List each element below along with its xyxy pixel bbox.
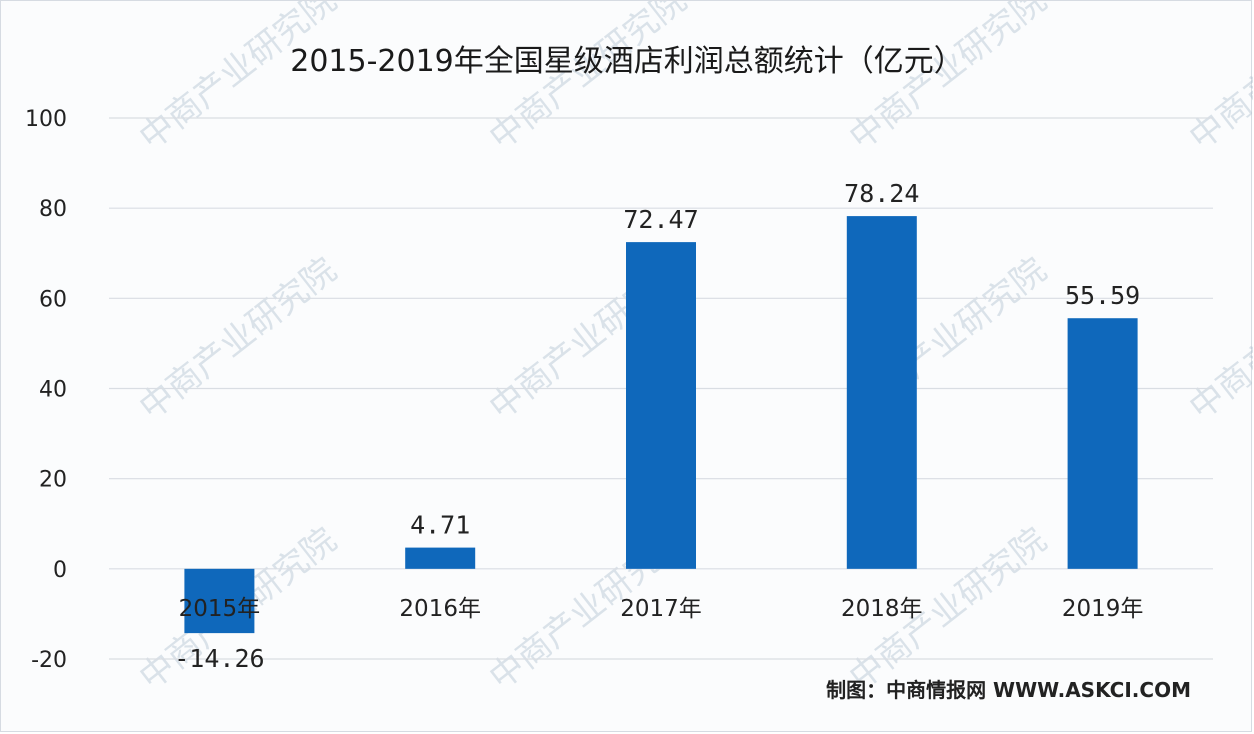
y-tick-label: 60 <box>39 287 67 312</box>
x-category-label: 2017年 <box>620 596 702 622</box>
bar-2016年 <box>405 547 476 569</box>
data-labels: -14.26 4.71 72.47 78.24 55.59 <box>174 179 1140 673</box>
watermark-text: 中商产业研究院 <box>1182 1 1253 158</box>
watermark-text: 中商产业研究院 <box>132 250 344 428</box>
watermark-text: 中商产业研究院 <box>132 1 344 158</box>
y-tick-label: -20 <box>31 648 67 673</box>
y-tick-label: 40 <box>39 378 67 403</box>
bar-2017年 <box>626 242 696 569</box>
bars <box>184 216 1138 634</box>
x-category-label: 2016年 <box>399 596 481 622</box>
bar-2015年 <box>184 568 255 634</box>
bar-2019年 <box>1067 318 1138 569</box>
source-label: 制图：中商情报网 WWW.ASKCI.COM <box>826 678 1191 702</box>
x-category-label: 2019年 <box>1062 596 1144 622</box>
bar-2018年 <box>846 216 917 569</box>
watermark-text: 中商产业研究院 <box>482 1 694 158</box>
data-label: -14.26 <box>174 644 264 673</box>
x-category-label: 2015年 <box>179 596 261 622</box>
y-tick-label: 100 <box>25 107 67 132</box>
y-tick-label: 80 <box>39 197 67 222</box>
data-label: 72.47 <box>623 205 698 234</box>
data-label: 78.24 <box>844 179 919 208</box>
x-category-label: 2018年 <box>841 596 923 622</box>
watermark-text: 中商产业研究院 <box>842 1 1054 158</box>
data-label: 4.71 <box>410 511 470 540</box>
watermark-text: 中商产业研究院 <box>1182 250 1253 428</box>
data-label: 55.59 <box>1065 281 1140 310</box>
x-axis-categories: 2015年 2016年 2017年 2018年 2019年 <box>179 596 1144 622</box>
y-axis-ticks: 100 80 60 40 20 0 -20 <box>25 107 67 673</box>
y-tick-label: 0 <box>53 558 67 583</box>
y-tick-label: 20 <box>39 468 67 493</box>
chart-title: 2015-2019年全国星级酒店利润总额统计（亿元） <box>290 44 964 79</box>
